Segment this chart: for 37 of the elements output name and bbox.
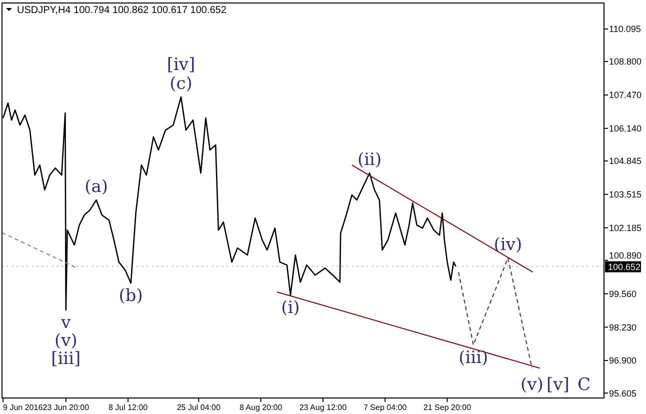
x-tick-label: 21 Sep 20:00: [423, 403, 472, 412]
y-tick-label: 107.470: [609, 90, 642, 100]
y-tick-label: 108.800: [609, 56, 642, 67]
y-tick-label: 100.890: [609, 250, 642, 260]
x-tick-label: 8 Aug 20:00: [239, 403, 283, 412]
y-tick-label: 103.515: [609, 189, 642, 200]
annotation: [v]: [546, 375, 570, 396]
x-tick-label: 25 Jul 04:00: [176, 403, 222, 412]
annotation: (ii): [357, 150, 382, 170]
y-tick-label: 110.095: [609, 24, 641, 34]
y-tick-label: 98.230: [609, 322, 637, 332]
y-tick-label: 102.185: [609, 222, 642, 233]
x-tick-label: 9 Jun 2016: [3, 403, 44, 412]
ref-line-label: 100.652: [608, 262, 641, 272]
annotation: (i): [281, 298, 300, 318]
x-tick-label: 23 Jun 20:00: [42, 403, 90, 412]
annotation: (iv): [494, 234, 522, 255]
annotation: C: [577, 375, 590, 396]
y-tick-label: 96.900: [609, 356, 637, 366]
y-tick-label: 95.605: [609, 388, 637, 398]
x-tick-label: 8 Jul 12:00: [108, 403, 148, 412]
annotation: (v): [54, 331, 78, 352]
annotation: (v): [520, 375, 544, 396]
x-tick-label: 7 Sep 04:00: [364, 403, 408, 412]
line-series: [458, 258, 532, 369]
annotation: [iii]: [51, 349, 81, 370]
y-tick-label: 99.560: [609, 288, 637, 299]
annotation: (iii): [458, 348, 488, 368]
annotation: v: [60, 313, 72, 334]
x-tick-label: 23 Aug 12:00: [299, 403, 348, 412]
annotation: (c): [170, 74, 192, 94]
annotation: (b): [118, 286, 143, 306]
y-tick-label: 104.845: [609, 156, 642, 166]
y-tick-label: 106.140: [609, 124, 642, 134]
annotation: (a): [84, 176, 108, 197]
chart-title: USDJPY,H4 100.794 100.862 100.617 100.652: [17, 5, 227, 16]
annotation: [iv]: [166, 54, 196, 75]
